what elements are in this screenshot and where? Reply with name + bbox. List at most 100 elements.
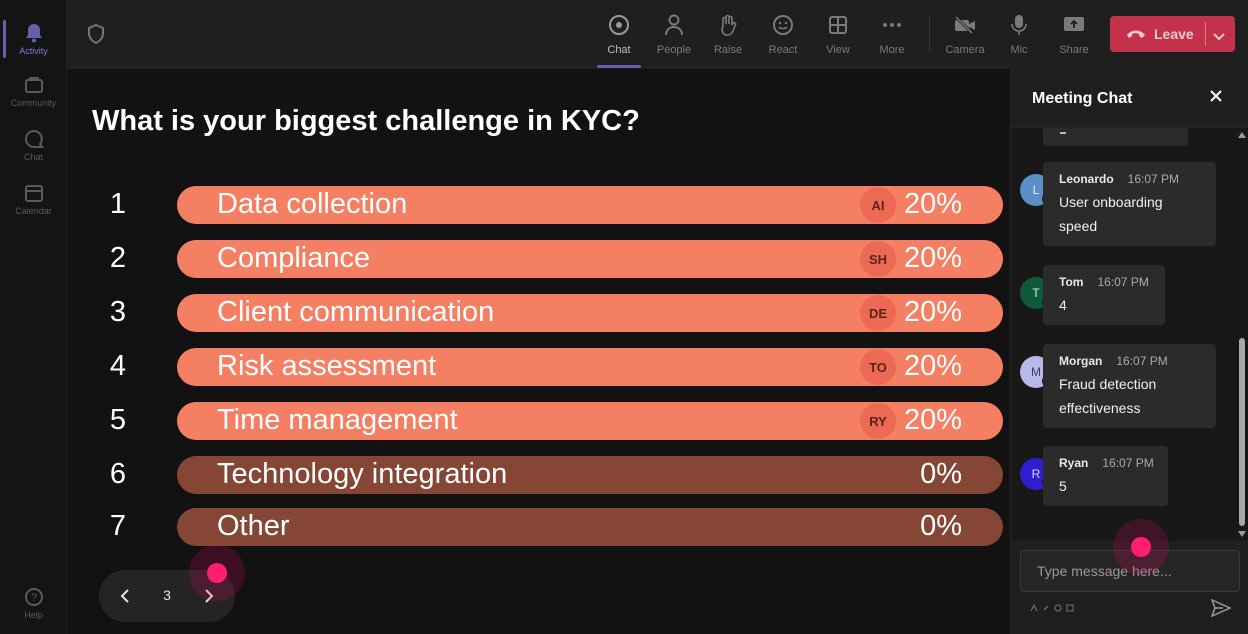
option-number: 3 xyxy=(109,296,127,328)
camera-off-icon xyxy=(953,12,977,38)
rail-item-calendar[interactable]: Calendar xyxy=(0,174,67,224)
react-label: React xyxy=(768,44,798,56)
more-button[interactable]: More xyxy=(867,8,917,62)
rail-item-chat[interactable]: Chat xyxy=(0,120,67,170)
shield-icon xyxy=(87,23,107,46)
chat-header: Meeting Chat xyxy=(1011,69,1248,127)
avatar-initial: T xyxy=(1032,286,1040,300)
help-icon: ? xyxy=(23,586,45,608)
option-number: 7 xyxy=(109,510,127,542)
option-number: 1 xyxy=(109,188,127,220)
svg-text:?: ? xyxy=(30,592,36,604)
leave-button[interactable]: Leave xyxy=(1110,16,1235,52)
message-bubble: Tom 16:07 PM 4 xyxy=(1043,265,1165,325)
smile-icon xyxy=(771,12,795,38)
message-time: 16:07 PM xyxy=(1127,172,1180,186)
message-text: 4 xyxy=(1059,297,1067,313)
rail-label-calendar: Calendar xyxy=(15,206,52,216)
option-label: Client communication xyxy=(217,296,495,328)
option-percent: 0% xyxy=(920,458,962,490)
view-button[interactable]: View xyxy=(813,8,863,62)
rail-label-help: Help xyxy=(24,610,43,620)
message-bubble: Leonardo 16:07 PM User onboarding speed xyxy=(1043,162,1216,246)
chevron-down-icon[interactable] xyxy=(1213,28,1225,44)
poll-option-row: 3 Client communication DE 20% xyxy=(67,294,1010,332)
message-bubble: Ryan 16:07 PM 5 xyxy=(1043,446,1168,506)
option-bar xyxy=(177,508,1003,546)
poll-option-row: 1 Data collection AI 20% xyxy=(67,186,1010,224)
message-text: 5 xyxy=(1059,478,1067,494)
option-number: 2 xyxy=(109,242,127,274)
chat-scrollbar[interactable] xyxy=(1235,128,1248,541)
close-icon[interactable] xyxy=(1209,89,1227,107)
leave-divider xyxy=(1205,22,1206,46)
hang-up-icon xyxy=(1126,28,1146,40)
voter-avatar: DE xyxy=(860,295,896,331)
poll-option-row: 4 Risk assessment TO 20% xyxy=(67,348,1010,386)
chat-label: Chat xyxy=(607,44,631,56)
rail-item-help[interactable]: ? Help xyxy=(0,578,67,628)
camera-label: Camera xyxy=(945,44,985,56)
sender-name: Ryan xyxy=(1059,456,1089,470)
message-input[interactable]: Type message here... xyxy=(1020,550,1240,592)
poll-option-row: 7 Other 0% xyxy=(67,508,1010,546)
format-icon xyxy=(1030,604,1038,612)
message-text: Fraud detection effectiveness xyxy=(1059,376,1157,416)
raise-hand-button[interactable]: Raise xyxy=(703,8,753,62)
option-bar xyxy=(177,456,1003,494)
sender-name: Morgan xyxy=(1059,354,1103,368)
leave-label: Leave xyxy=(1154,26,1194,42)
poll-results-panel: What is your biggest challenge in KYC? 1… xyxy=(67,69,1010,634)
poll-question: What is your biggest challenge in KYC? xyxy=(92,105,640,137)
meeting-chat-panel: Meeting Chat L Leonardo 16:07 PM User onb… xyxy=(1010,69,1248,634)
sender-name: Leonardo xyxy=(1059,172,1114,186)
rail-item-activity[interactable]: Activity xyxy=(0,14,67,64)
scroll-up-arrow[interactable] xyxy=(1238,132,1246,138)
rail-item-community[interactable]: Community xyxy=(0,66,67,116)
poll-option-row: 2 Compliance SH 20% xyxy=(67,240,1010,278)
message-bubble xyxy=(1043,128,1188,146)
left-rail: Activity Community Chat Calendar ? Help xyxy=(0,0,67,634)
people-label: People xyxy=(656,44,692,56)
avatar-initial: M xyxy=(1031,365,1041,379)
option-percent: 20% xyxy=(903,242,962,274)
chat-message-list[interactable]: L Leonardo 16:07 PM User onboarding speed… xyxy=(1011,128,1235,541)
rail-label-chat: Chat xyxy=(23,152,43,162)
camera-button[interactable]: Camera xyxy=(940,8,990,62)
calendar-icon xyxy=(23,182,45,204)
option-label: Data collection xyxy=(217,188,408,220)
option-percent: 20% xyxy=(903,404,962,436)
gif-icon xyxy=(1066,604,1074,612)
rail-label-community: Community xyxy=(10,98,57,108)
mic-icon xyxy=(1007,12,1031,38)
raise-label: Raise xyxy=(713,44,743,56)
chat-button[interactable]: Chat xyxy=(594,8,644,68)
chat-title: Meeting Chat xyxy=(1032,90,1133,107)
share-button[interactable]: Share xyxy=(1049,8,1099,62)
message-time: 16:07 PM xyxy=(1116,354,1168,368)
message-bubble: Morgan 16:07 PM Fraud detection effective… xyxy=(1043,344,1216,428)
attach-icon xyxy=(1043,605,1049,611)
people-button[interactable]: People xyxy=(649,8,699,62)
scroll-down-arrow[interactable] xyxy=(1238,531,1246,537)
option-percent: 20% xyxy=(903,296,962,328)
toolbar-separator xyxy=(929,16,930,52)
chevron-right-icon xyxy=(205,589,214,603)
previous-page-button[interactable] xyxy=(113,584,137,608)
scroll-thumb[interactable] xyxy=(1239,338,1245,526)
react-button[interactable]: React xyxy=(758,8,808,62)
more-label: More xyxy=(879,44,905,56)
mic-button[interactable]: Mic xyxy=(994,8,1044,62)
share-label: Share xyxy=(1059,44,1089,56)
format-toolbar xyxy=(1030,604,1074,612)
option-label: Time management xyxy=(217,404,458,436)
rail-label-activity: Activity xyxy=(19,46,48,56)
option-number: 6 xyxy=(109,458,127,490)
send-icon[interactable] xyxy=(1210,598,1233,619)
voter-avatar: RY xyxy=(860,403,896,439)
avatar-initial: R xyxy=(1031,467,1041,481)
next-page-button[interactable] xyxy=(197,584,221,608)
option-label: Risk assessment xyxy=(217,350,437,382)
option-percent: 20% xyxy=(903,188,962,220)
